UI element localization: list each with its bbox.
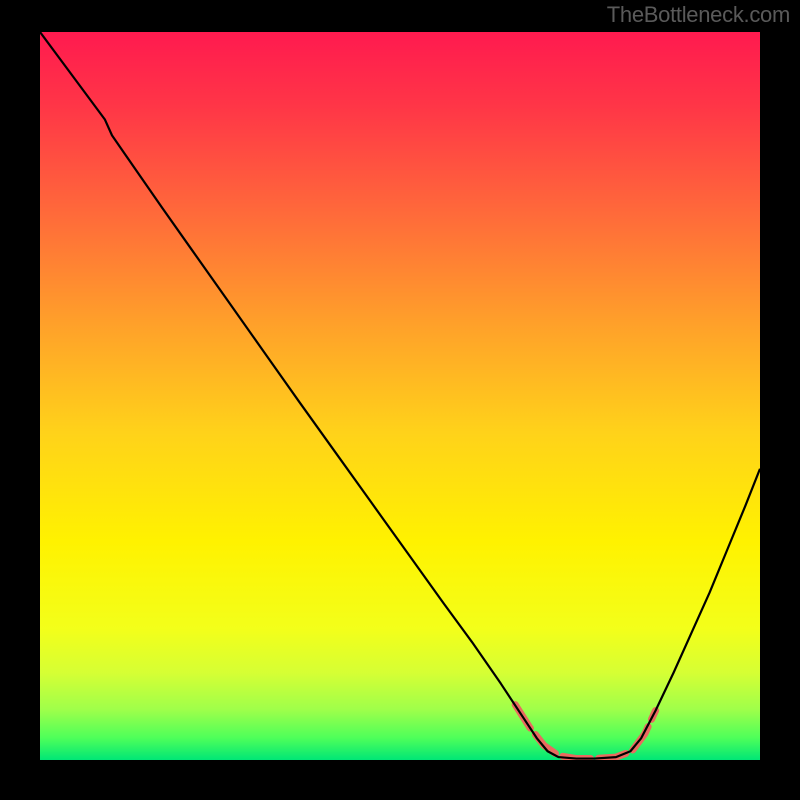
gradient-background: [40, 32, 760, 760]
chart-frame: TheBottleneck.com: [0, 0, 800, 800]
attribution-label: TheBottleneck.com: [607, 2, 790, 28]
plot-area: [40, 32, 760, 760]
plot-svg: [40, 32, 760, 760]
